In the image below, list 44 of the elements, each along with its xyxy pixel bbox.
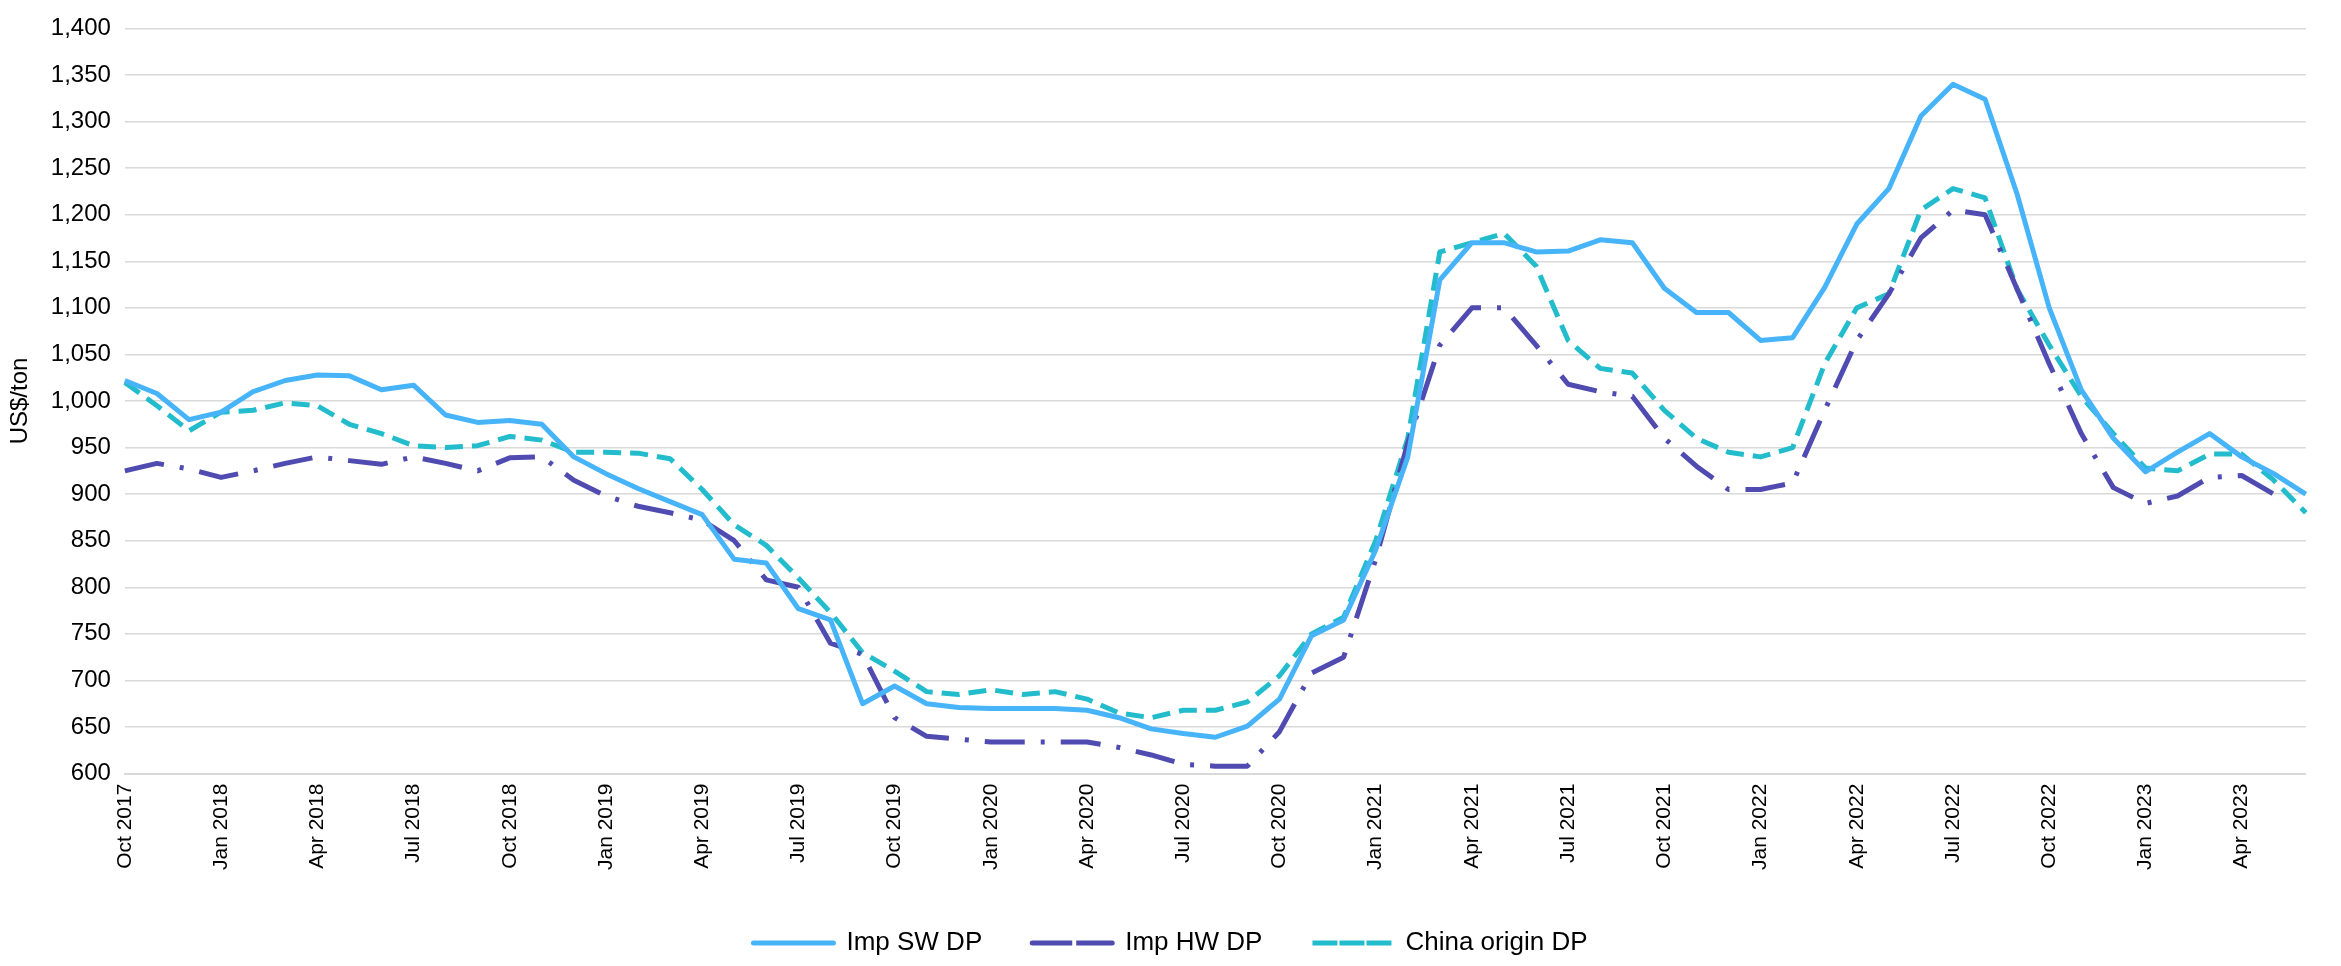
y-axis-title: US$/ton [5, 357, 33, 445]
x-tick-label: Oct 2020 [1266, 783, 1290, 869]
legend-label: Imp HW DP [1125, 926, 1263, 957]
y-tick-label: 1,100 [50, 292, 111, 320]
y-tick-label: 900 [70, 478, 111, 506]
y-tick-label: 850 [70, 525, 111, 553]
y-tick-label: 1,350 [50, 59, 111, 87]
x-tick-label: Oct 2021 [1651, 783, 1675, 869]
x-tick-label: Apr 2019 [688, 783, 712, 869]
y-tick-label: 650 [70, 711, 111, 739]
x-tick-label: Apr 2023 [2228, 783, 2252, 869]
x-tick-label: Apr 2022 [1843, 783, 1867, 869]
y-tick-label: 950 [70, 432, 111, 460]
x-tick-label: Apr 2018 [304, 783, 328, 869]
x-tick-label: Oct 2019 [881, 783, 905, 869]
legend-label: Imp SW DP [846, 926, 983, 957]
y-tick-label: 1,400 [50, 13, 111, 41]
x-tick-label: Jan 2018 [207, 783, 231, 871]
x-tick-label: Oct 2022 [2036, 783, 2060, 869]
x-tick-label: Apr 2021 [1458, 783, 1482, 869]
x-tick-label: Oct 2017 [111, 783, 135, 869]
y-tick-label: 600 [70, 758, 111, 786]
y-tick-label: 1,050 [50, 339, 111, 367]
legend-label: China origin DP [1405, 926, 1588, 957]
x-tick-label: Jul 2018 [400, 783, 424, 863]
x-tick-label: Jul 2022 [1939, 783, 1963, 863]
y-tick-label: 700 [70, 665, 111, 693]
y-tick-label: 800 [70, 571, 111, 599]
y-tick-label: 750 [70, 618, 111, 646]
x-tick-label: Jul 2021 [1554, 783, 1578, 863]
y-tick-label: 1,200 [50, 199, 111, 227]
x-tick-label: Jul 2019 [785, 783, 809, 863]
y-tick-label: 1,000 [50, 385, 111, 413]
x-tick-label: Jan 2020 [977, 783, 1001, 871]
y-tick-label: 1,250 [50, 152, 111, 180]
x-tick-label: Jan 2023 [2132, 783, 2156, 871]
x-tick-label: Jan 2021 [1362, 783, 1386, 871]
y-tick-label: 1,300 [50, 106, 111, 134]
x-tick-label: Jan 2022 [1747, 783, 1771, 871]
x-tick-label: Jul 2020 [1170, 783, 1194, 863]
x-tick-label: Jan 2019 [592, 783, 616, 871]
x-tick-label: Apr 2020 [1073, 783, 1097, 869]
x-tick-label: Oct 2018 [496, 783, 520, 869]
y-tick-label: 1,150 [50, 245, 111, 273]
